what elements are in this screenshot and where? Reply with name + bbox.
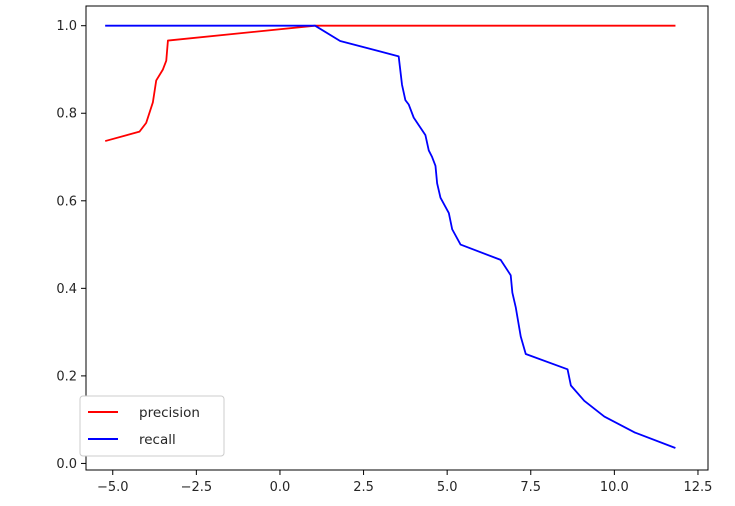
y-tick-label: 0.8 [56, 107, 77, 122]
y-axis: 0.0 0.2 0.4 0.6 0.8 1.0 [56, 19, 86, 472]
series-line-precision [104, 24, 676, 142]
series-layer [104, 24, 676, 449]
x-tick-label: −2.5 [181, 480, 213, 495]
legend-label-precision: precision [139, 405, 200, 421]
x-tick-label: 10.0 [600, 480, 629, 495]
y-tick-label: 0.4 [56, 282, 77, 297]
legend-label-recall: recall [139, 432, 176, 448]
x-tick-label: 12.5 [683, 480, 712, 495]
y-tick-label: 0.6 [56, 194, 77, 209]
plot-area-frame [85, 5, 709, 471]
y-tick-label: 1.0 [56, 19, 77, 34]
x-tick-label: 0.0 [270, 480, 291, 495]
x-tick-label: 7.5 [520, 480, 541, 495]
y-tick-label: 0.0 [56, 457, 77, 472]
x-axis: −5.0 −2.5 0.0 2.5 5.0 7.5 10.0 12.5 [97, 470, 712, 495]
x-tick-label: 5.0 [437, 480, 458, 495]
y-tick-label: 0.2 [56, 369, 77, 384]
series-line-recall [105, 24, 676, 449]
legend: precision recall [79, 395, 225, 457]
x-tick-label: −5.0 [97, 480, 129, 495]
x-tick-label: 2.5 [353, 480, 374, 495]
